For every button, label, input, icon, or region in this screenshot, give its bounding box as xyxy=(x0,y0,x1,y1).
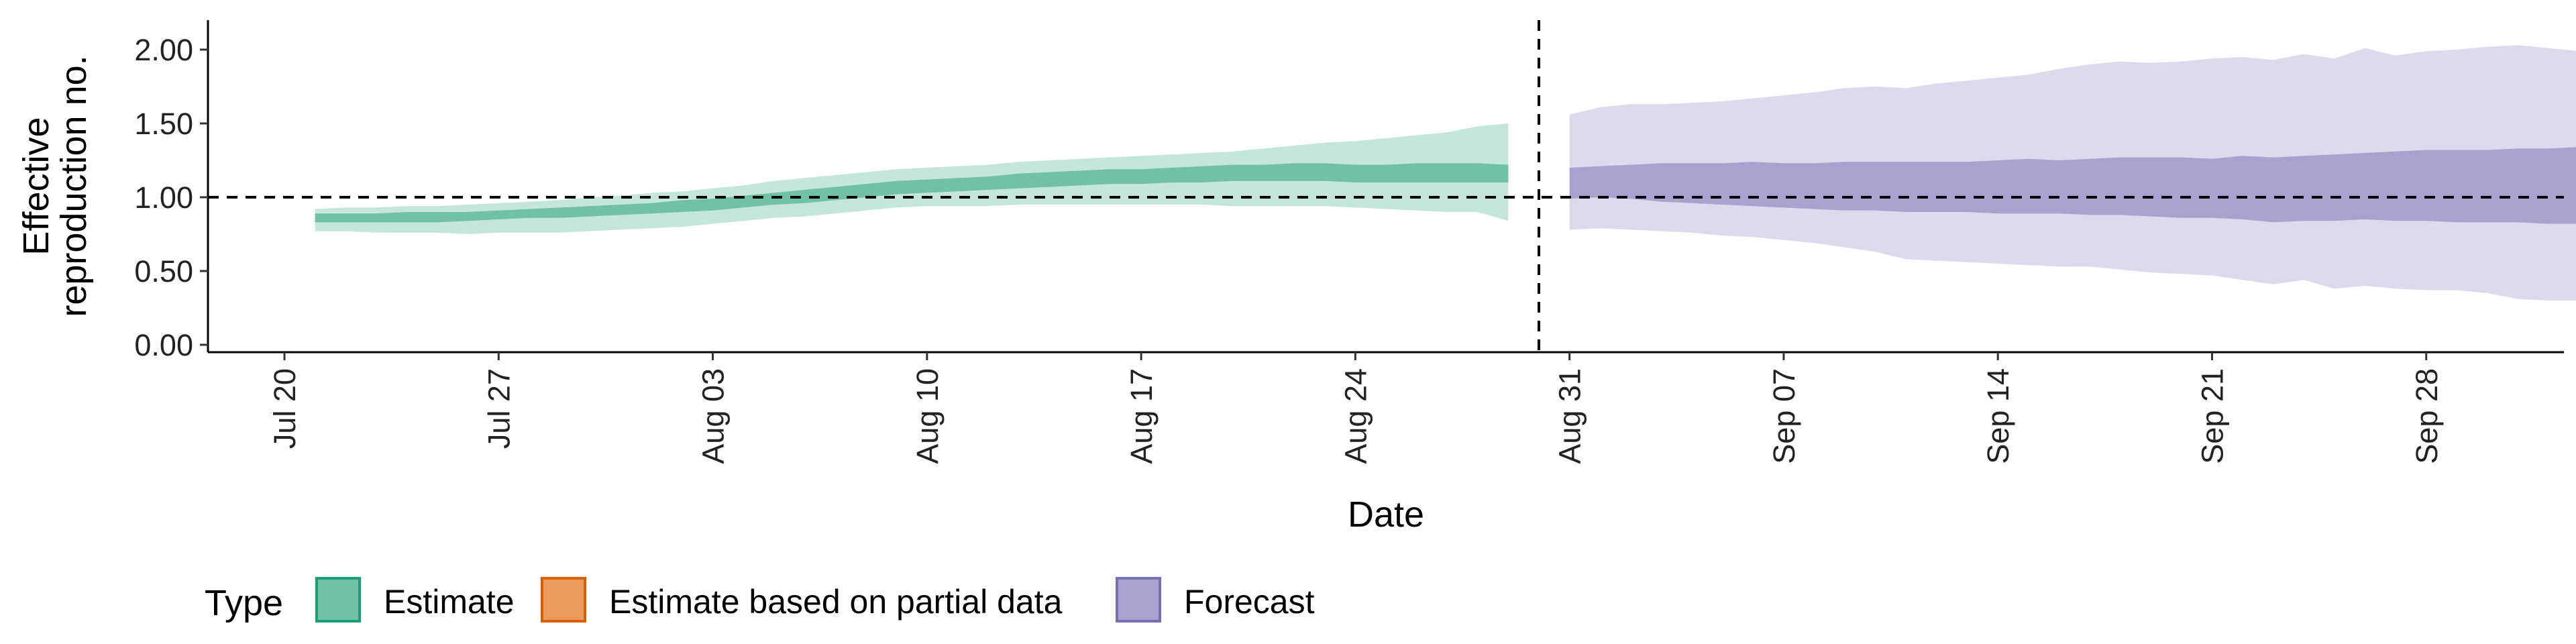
x-tick-label: Jul 27 xyxy=(482,368,516,449)
legend-item: Estimate xyxy=(315,577,515,623)
forecast-inner-band xyxy=(1569,147,2576,224)
legend-items: Estimate Estimate based on partial data Fo… xyxy=(315,577,1315,623)
legend-item: Estimate based on partial data xyxy=(541,577,1063,623)
reference-lines xyxy=(208,20,2564,352)
y-tick-label: 1.00 xyxy=(134,180,193,215)
x-tick-label: Sep 21 xyxy=(2196,368,2230,464)
ribbons xyxy=(315,45,2576,301)
estimate-inner-band xyxy=(315,163,1509,223)
y-axis-ticks: 0.00 0.50 1.00 1.50 2.00 xyxy=(134,33,208,362)
x-tick-label: Sep 14 xyxy=(1981,368,2015,464)
y-axis-title-line: reproduction no. xyxy=(54,55,94,317)
y-axis-title-line: Effective xyxy=(16,117,56,255)
legend-key xyxy=(541,577,586,623)
y-tick-label: 1.50 xyxy=(134,107,193,141)
axes xyxy=(207,20,2564,354)
x-tick-label: Aug 17 xyxy=(1124,368,1159,464)
x-tick-label: Sep 28 xyxy=(2410,368,2444,464)
y-tick-label: 0.50 xyxy=(134,254,193,288)
legend-label: Forecast xyxy=(1184,583,1315,621)
x-tick-label: Aug 10 xyxy=(910,368,945,464)
x-axis-ticks: Jul 20 Jul 27 Aug 03 Aug 10 Aug 17 Aug 24 Aug … xyxy=(268,352,2444,464)
legend-item: Forecast xyxy=(1116,577,1315,623)
legend-label: Estimate xyxy=(384,583,515,621)
x-tick-label: Sep 07 xyxy=(1767,368,1801,464)
x-tick-label: Aug 03 xyxy=(696,368,731,464)
x-tick-label: Aug 31 xyxy=(1553,368,1587,464)
legend-key xyxy=(1116,577,1161,623)
x-tick-label: Jul 20 xyxy=(268,368,302,449)
x-tick-label: Aug 24 xyxy=(1338,368,1373,464)
legend-label: Estimate based on partial data xyxy=(609,583,1063,621)
legend-key xyxy=(315,577,361,623)
y-tick-label: 0.00 xyxy=(134,328,193,362)
y-tick-label: 2.00 xyxy=(134,33,193,67)
legend-title: Type xyxy=(205,583,283,623)
x-axis-title: Date xyxy=(1348,494,1424,535)
legend: Type Estimate Estimate based on partial d… xyxy=(205,577,1315,623)
